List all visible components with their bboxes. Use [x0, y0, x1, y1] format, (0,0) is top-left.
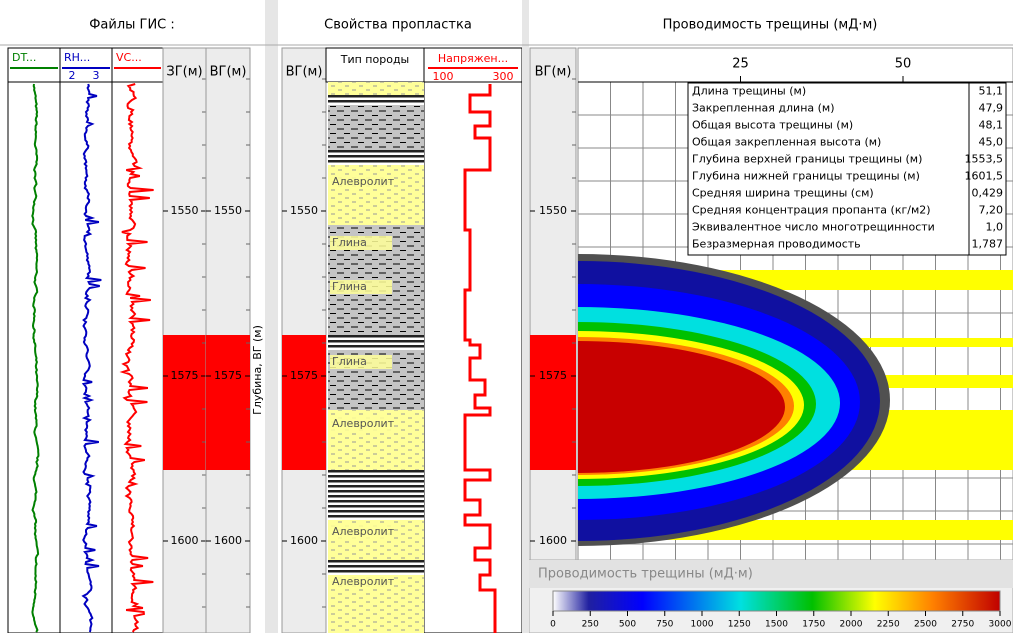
- column-header: ВГ(м): [535, 65, 572, 80]
- depth-label: 1575: [171, 369, 199, 382]
- track-frame: [112, 48, 163, 633]
- colorbar-tick-label: 250: [582, 620, 599, 630]
- depth-label: 1600: [539, 534, 567, 547]
- properties-table: Длина трещины (м) 51,1 Закрепленная длина …: [688, 83, 1006, 255]
- separator: [265, 0, 278, 633]
- stress-scale: 300: [493, 70, 514, 83]
- perforation-zone: [206, 335, 250, 470]
- rock-label: Глина: [332, 236, 367, 249]
- rh-scale: 3: [93, 69, 100, 82]
- property-value: 47,9: [979, 102, 1004, 115]
- property-label: Средняя ширина трещины (см): [692, 187, 874, 200]
- perforation-zone: [282, 335, 326, 470]
- column-header: ВГ(м): [210, 65, 247, 80]
- depth-label: 1550: [214, 204, 242, 217]
- property-label: Безразмерная проводимость: [692, 238, 861, 251]
- colorbar-tick-label: 1250: [728, 620, 751, 630]
- perforation-zone: [163, 335, 206, 470]
- colorbar-tick-label: 0: [550, 620, 556, 630]
- column-header: Тип породы: [340, 53, 409, 66]
- property-value: 45,0: [979, 136, 1004, 149]
- colorbar: [553, 591, 1000, 611]
- depth-label: 1600: [214, 534, 242, 547]
- rock-layer: [328, 335, 424, 350]
- property-value: 1,787: [972, 238, 1004, 251]
- depth-label: 1575: [214, 369, 242, 382]
- rock-label: Глина: [332, 355, 367, 368]
- property-value: 0,429: [972, 187, 1004, 200]
- rock-layer: [328, 470, 424, 520]
- logs-panel: Файлы ГИС : DT... RH... VC... 2 3 ЗГ(м) 1550 157…: [8, 18, 264, 634]
- colorbar-tick-label: 500: [619, 620, 636, 630]
- property-value: 1553,5: [965, 153, 1004, 166]
- track-header: VC...: [116, 51, 142, 64]
- track-header: DT...: [12, 51, 36, 64]
- colorbar-tick-label: 2500: [914, 620, 937, 630]
- colorbar-tick-label: 2750: [951, 620, 974, 630]
- layer-panel: Свойства пропластка ВГ(м) 1550 1575 1600 Тип …: [282, 18, 522, 634]
- depth-label: 1600: [290, 534, 318, 547]
- x-tick-label: 50: [895, 57, 912, 72]
- panel-title: Проводимость трещины (мД·м): [663, 18, 878, 33]
- colorbar-tick-label: 750: [656, 620, 673, 630]
- rock-layer: [328, 165, 424, 225]
- rock-label: Алевролит: [332, 525, 395, 538]
- colorbar-tick-label: 2000: [840, 620, 863, 630]
- colorbar-title: Проводимость трещины (мД·м): [538, 567, 753, 582]
- rock-label: Алевролит: [332, 575, 395, 588]
- depth-label: 1550: [171, 204, 199, 217]
- x-tick-label: 25: [732, 57, 749, 72]
- property-label: Глубина верхней границы трещины (м): [692, 153, 922, 166]
- property-value: 48,1: [979, 119, 1004, 132]
- rock-layer: [328, 105, 424, 150]
- rock-layer: [328, 95, 424, 105]
- perforation-zone: [530, 335, 576, 470]
- depth-axis-label: Глубина, ВГ (м): [251, 325, 264, 415]
- property-label: Глубина нижней границы трещины (м): [692, 170, 920, 183]
- property-value: 1,0: [986, 221, 1004, 234]
- depth-label: 1550: [539, 204, 567, 217]
- depth-label: 1550: [290, 204, 318, 217]
- property-label: Эквивалентное число многотрещинности: [692, 221, 935, 234]
- property-value: 51,1: [979, 85, 1004, 98]
- colorbar-tick-label: 2250: [877, 620, 900, 630]
- column-header: ЗГ(м): [166, 65, 202, 80]
- screen: Файлы ГИС : DT... RH... VC... 2 3 ЗГ(м) 1550 157…: [0, 0, 1013, 633]
- property-label: Длина трещины (м): [692, 85, 806, 98]
- property-label: Средняя концентрация пропанта (кг/м2): [692, 204, 931, 217]
- colorbar-tick-label: 1750: [802, 620, 825, 630]
- rock-layer: [328, 560, 424, 575]
- stress-scale: 100: [433, 70, 454, 83]
- rock-layer: [328, 150, 424, 165]
- column-header: Напряжен...: [438, 52, 508, 65]
- colorbar-tick-label: 1500: [765, 620, 788, 630]
- rock-layer: [328, 82, 424, 95]
- rock-label: Алевролит: [332, 175, 395, 188]
- colorbar-tick-label: 1000: [691, 620, 714, 630]
- rh-scale: 2: [69, 69, 76, 82]
- panel-title: Свойства пропластка: [324, 18, 472, 33]
- depth-label: 1600: [171, 534, 199, 547]
- property-label: Общая высота трещины (м): [692, 119, 853, 132]
- property-value: 1601,5: [965, 170, 1004, 183]
- column-header: ВГ(м): [286, 65, 323, 80]
- panel-title: Файлы ГИС :: [89, 18, 175, 33]
- property-label: Общая закрепленная высота (м): [692, 136, 881, 149]
- rock-label: Глина: [332, 280, 367, 293]
- colorbar-window: Проводимость трещины (мД·м) 0 250 500 750 100…: [529, 560, 1013, 633]
- depth-label: 1575: [290, 369, 318, 382]
- separator: [522, 0, 529, 633]
- track-header: RH...: [64, 51, 90, 64]
- colorbar-tick-label: 3000: [989, 620, 1012, 630]
- depth-label: 1575: [539, 369, 567, 382]
- property-value: 7,20: [979, 204, 1004, 217]
- rock-label: Алевролит: [332, 417, 395, 430]
- property-label: Закрепленная длина (м): [692, 102, 835, 115]
